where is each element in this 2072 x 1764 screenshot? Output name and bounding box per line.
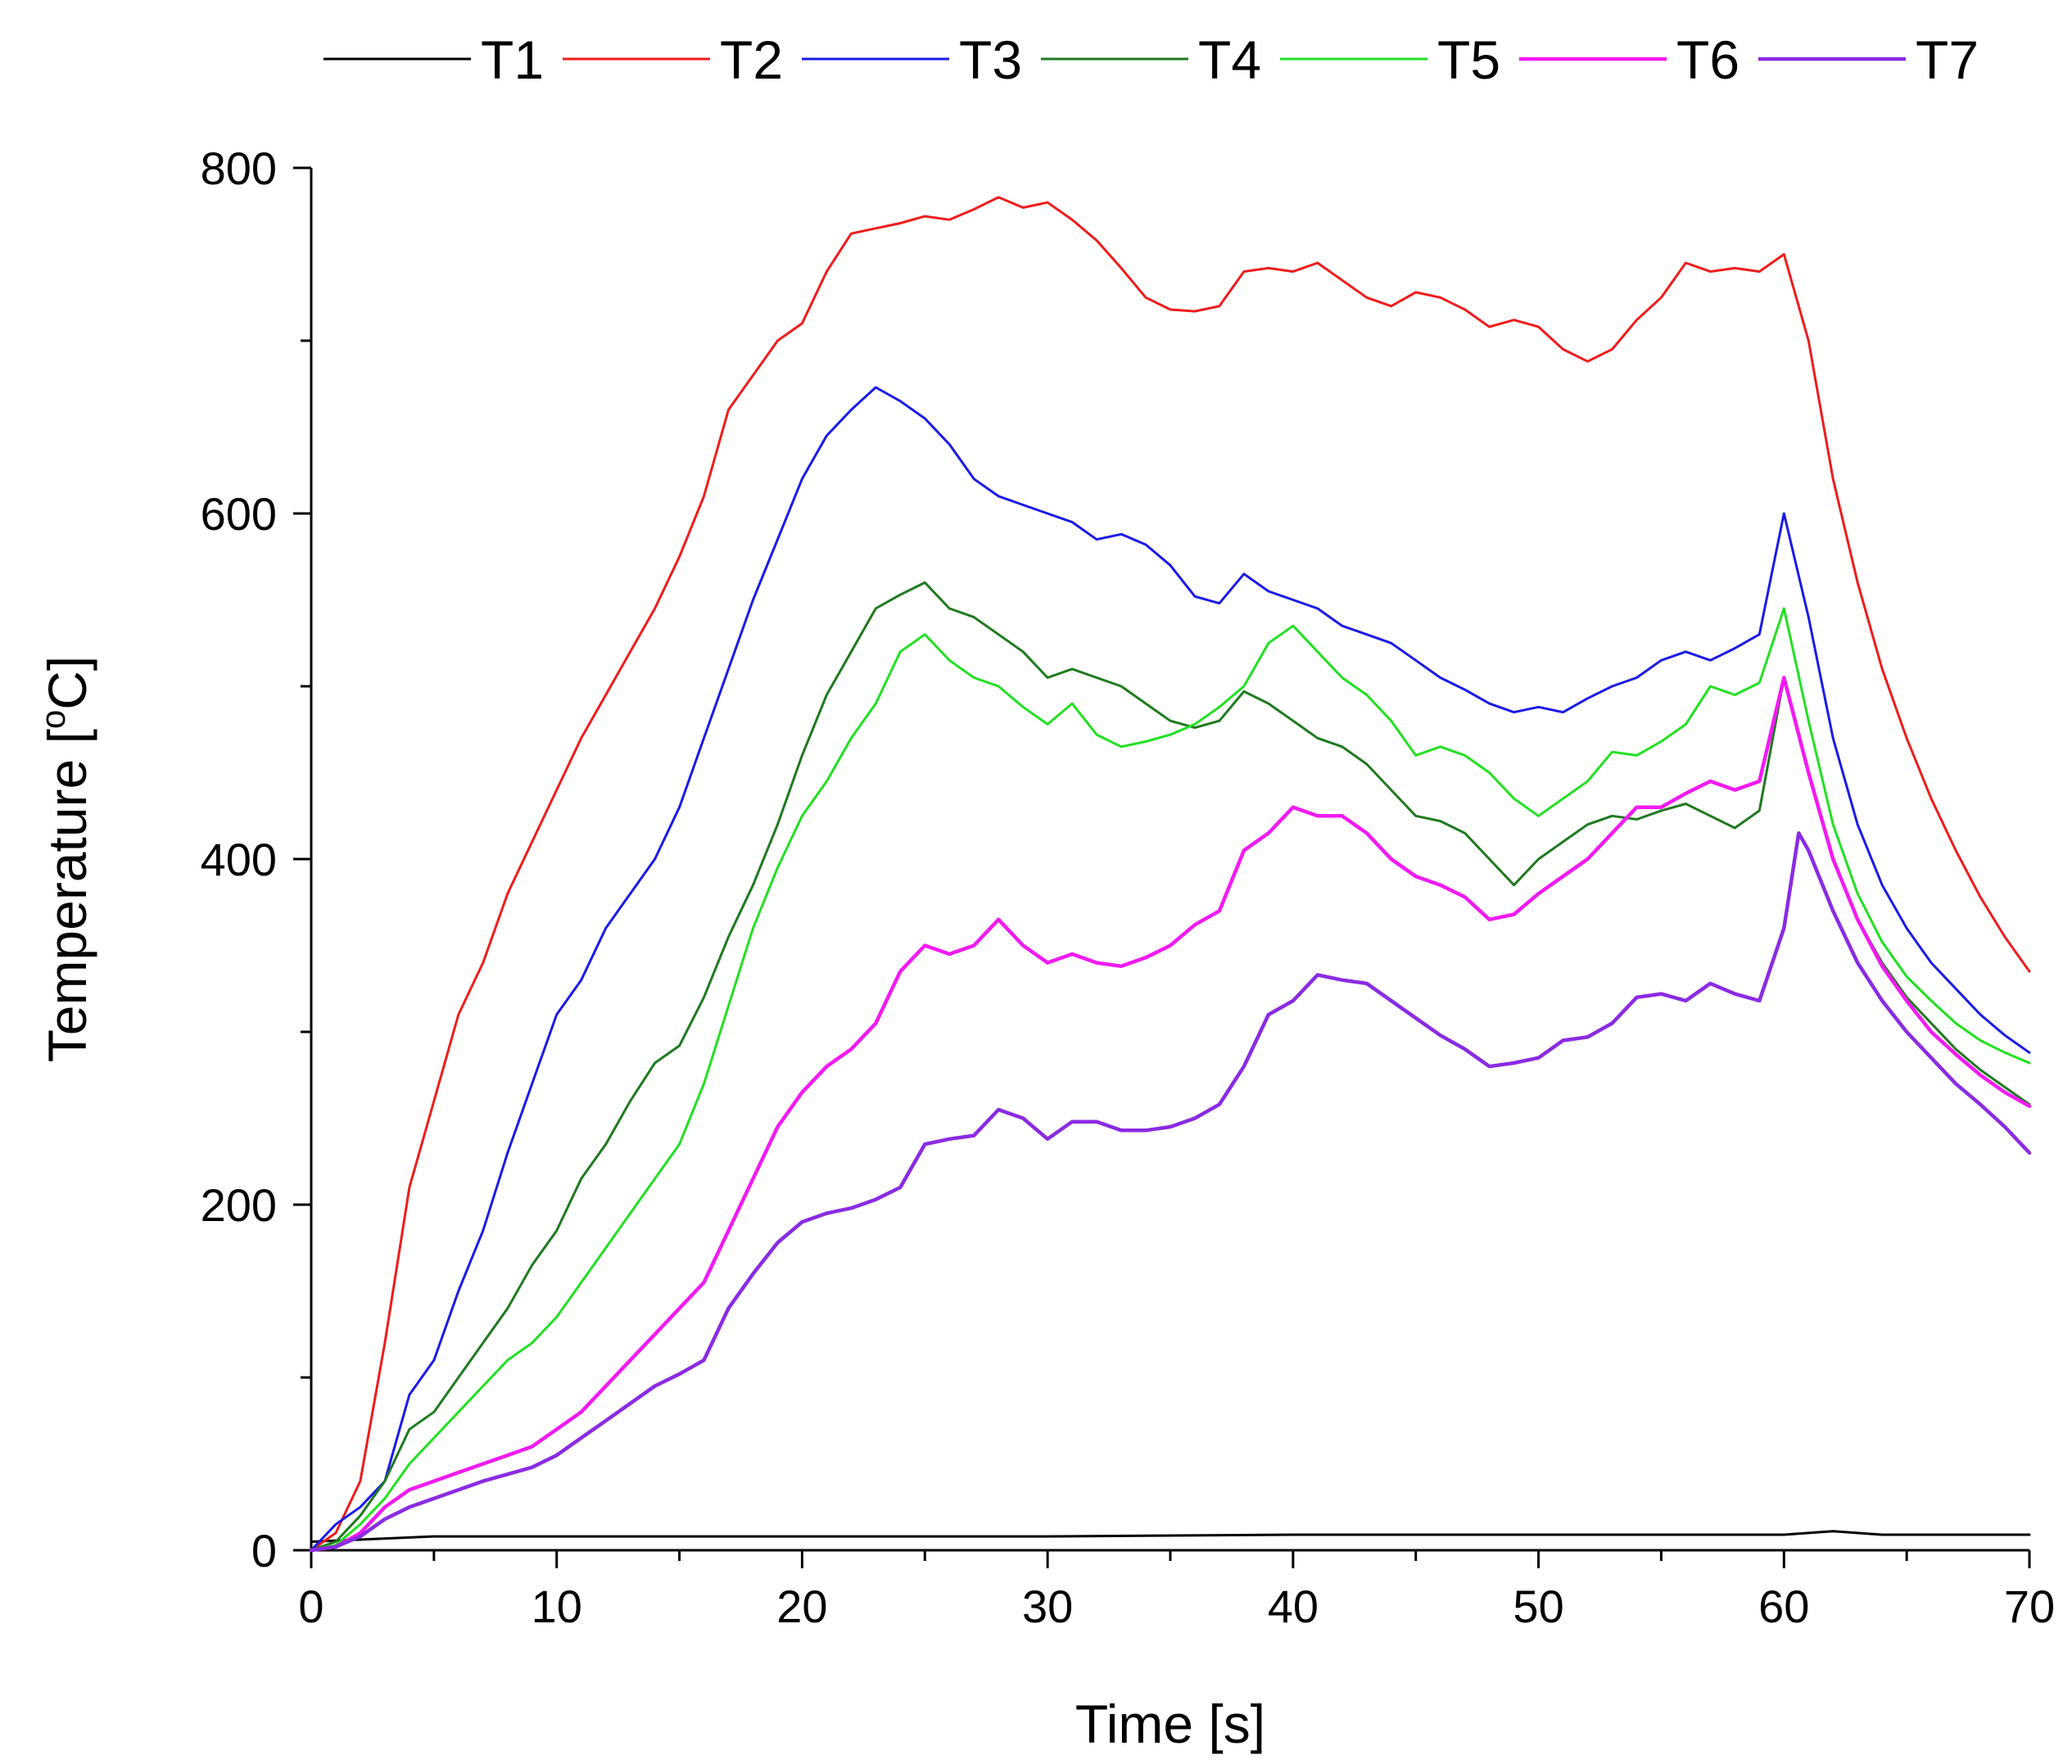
y-tick-label: 400 [201, 834, 277, 885]
legend-label-t6: T6 [1676, 29, 1739, 90]
legend-label-t5: T5 [1437, 29, 1500, 90]
x-axis-ticks: 0 10 20 30 40 50 60 70 [298, 1550, 2055, 1632]
y-tick-label: 200 [201, 1179, 277, 1231]
x-axis-title: Time [s] [1075, 1694, 1265, 1754]
series-line-t2 [310, 196, 2031, 1552]
y-tick-label: 600 [201, 488, 277, 540]
series-line-t4 [310, 581, 2031, 1552]
series-line-t5 [310, 607, 2031, 1552]
series-line-t1 [310, 1530, 2031, 1543]
x-tick-label: 20 [776, 1581, 827, 1632]
y-tick-label: 800 [201, 142, 277, 194]
y-axis-title-suffix: C] [37, 656, 97, 710]
x-tick-label: 40 [1268, 1581, 1319, 1632]
legend-label-t2: T2 [720, 29, 783, 90]
x-tick-label: 0 [298, 1581, 323, 1632]
chart-axes: 0 10 20 30 40 50 60 70 0 200 400 600 800 [201, 142, 2056, 1632]
series-line-t6 [309, 676, 2032, 1553]
x-tick-label: 50 [1513, 1581, 1563, 1632]
y-axis-title: Temperature [oC] [34, 656, 97, 1063]
series-line-t7 [309, 831, 2032, 1553]
legend-label-t1: T1 [481, 29, 544, 90]
legend-label-t4: T4 [1198, 29, 1261, 90]
plot-series [309, 196, 2032, 1553]
y-axis-title-superscript: o [34, 710, 72, 729]
legend-label-t3: T3 [959, 29, 1022, 90]
y-axis-title-prefix: Temperature [ [37, 729, 97, 1062]
x-tick-label: 60 [1758, 1581, 1809, 1632]
x-tick-label: 70 [2004, 1581, 2055, 1632]
series-line-t3 [310, 386, 2031, 1552]
x-tick-label: 10 [532, 1581, 582, 1632]
y-axis-ticks: 0 200 400 600 800 [201, 142, 311, 1576]
x-tick-label: 30 [1022, 1581, 1073, 1632]
chart-legend: T1 T2 T3 T4 T5 T6 T7 [323, 29, 1979, 90]
y-tick-label: 0 [251, 1525, 277, 1576]
legend-label-t7: T7 [1916, 29, 1979, 90]
